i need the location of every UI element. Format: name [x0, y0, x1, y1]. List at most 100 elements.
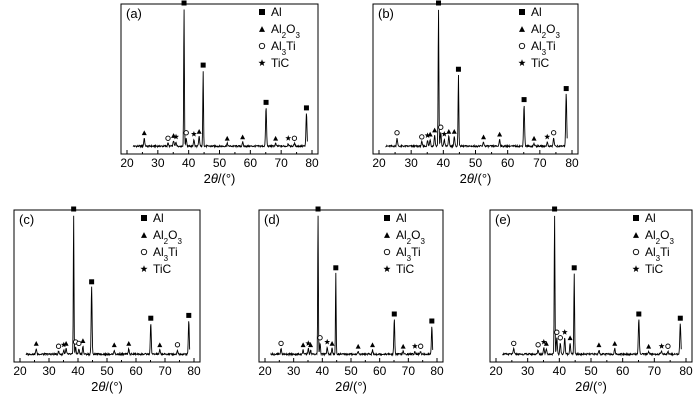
legend-label: Al	[271, 5, 282, 19]
peak-marker-circle	[278, 340, 284, 347]
panel-label: (e)	[495, 212, 511, 227]
peak-marker-triangle	[80, 338, 86, 343]
peak-marker-star	[540, 338, 547, 345]
peak-marker-square	[636, 311, 642, 317]
peak-marker-circle	[557, 335, 563, 341]
legend-symbol-square	[259, 9, 265, 15]
x-tick-label: 40	[182, 156, 196, 170]
peak-marker-triangle	[240, 134, 246, 140]
x-tick-label: 30	[151, 156, 165, 170]
panel-label: (d)	[264, 212, 280, 227]
panel-label: (b)	[378, 6, 394, 21]
peak-marker-square	[391, 311, 397, 317]
x-tick-label: 50	[344, 364, 358, 378]
x-axis-label: 2θ/(°)	[204, 171, 236, 186]
peak-marker-circle	[535, 342, 541, 348]
peak-marker-square	[315, 206, 321, 212]
x-tick-label: 40	[437, 156, 451, 170]
peak-marker-star	[173, 133, 179, 140]
x-tick-label: 50	[469, 156, 483, 170]
panel-label: (c)	[19, 212, 34, 227]
peak-marker-triangle	[308, 342, 314, 348]
x-axis-label: 2θ/(°)	[335, 379, 367, 394]
legend-label: Al2O3	[271, 22, 300, 40]
peak-marker-circle	[317, 335, 323, 341]
legend-label: Al3Ti	[271, 39, 296, 57]
x-tick-label: 20	[489, 364, 503, 378]
x-axis-label: 2θ/(°)	[575, 379, 607, 394]
x-tick-label: 50	[584, 364, 598, 378]
legend-label: Al3Ti	[531, 39, 556, 57]
peak-marker-triangle	[273, 135, 279, 141]
x-tick-label: 80	[430, 364, 444, 378]
peak-marker-square	[677, 315, 683, 321]
peak-marker-star	[411, 343, 418, 349]
x-tick-label: 30	[404, 156, 418, 170]
peak-marker-square	[436, 0, 442, 6]
peak-marker-triangle	[370, 342, 375, 348]
peak-marker-triangle	[451, 128, 457, 134]
peak-marker-square	[263, 99, 269, 105]
peak-marker-circle	[174, 342, 181, 348]
legend-symbol-triangle	[259, 26, 265, 32]
peak-marker-triangle	[300, 342, 306, 348]
peak-marker-triangle	[329, 341, 335, 346]
peak-marker-triangle	[111, 342, 117, 348]
peak-marker-triangle	[497, 131, 503, 137]
legend-symbol-circle	[632, 248, 640, 256]
legend-symbol-circle	[140, 248, 148, 256]
peak-marker-circle	[551, 130, 557, 136]
legend-symbol-triangle	[633, 232, 639, 238]
xrd-pattern-line	[502, 215, 682, 357]
x-tick-label: 80	[565, 156, 579, 170]
peak-marker-square	[148, 315, 154, 321]
xrd-pattern-line	[385, 9, 568, 149]
peak-marker-triangle	[427, 131, 433, 137]
peak-marker-square	[552, 206, 558, 212]
peak-marker-star	[544, 133, 551, 140]
peak-marker-star	[658, 343, 665, 349]
legend-label: Al2O3	[153, 228, 182, 246]
legend-symbol-triangle	[519, 26, 525, 32]
peak-marker-triangle	[355, 343, 361, 349]
peak-marker-star	[285, 135, 292, 141]
legend-symbol-star	[518, 59, 526, 67]
peak-marker-circle	[76, 340, 82, 347]
x-tick-label: 20	[258, 364, 272, 378]
peak-marker-circle	[291, 135, 298, 141]
x-tick-label: 20	[372, 156, 386, 170]
peak-marker-star	[324, 338, 331, 345]
legend-symbol-square	[384, 215, 390, 221]
x-tick-label: 20	[120, 156, 134, 170]
peak-marker-square	[303, 105, 309, 111]
peak-marker-circle	[394, 130, 400, 136]
x-tick-label: 30	[287, 364, 301, 378]
x-tick-label: 70	[402, 364, 416, 378]
legend-label: Al	[645, 211, 656, 225]
peak-marker-square	[186, 312, 192, 318]
peak-marker-triangle	[446, 128, 452, 134]
peak-marker-triangle	[196, 128, 202, 134]
xrd-pattern-line	[132, 9, 308, 149]
legend-symbol-star	[632, 265, 640, 273]
peak-marker-circle	[55, 343, 62, 349]
peak-marker-triangle	[567, 335, 573, 341]
legend-label: Al	[396, 211, 407, 225]
legend-symbol-triangle	[384, 232, 390, 238]
peak-marker-triangle	[63, 341, 69, 346]
x-tick-label: 20	[13, 364, 27, 378]
legend-label: Al2O3	[531, 22, 560, 40]
peak-marker-circle	[554, 329, 560, 335]
x-tick-label: 50	[100, 364, 114, 378]
x-tick-label: 60	[373, 364, 387, 378]
peak-marker-triangle	[141, 130, 147, 136]
peak-marker-square	[521, 97, 527, 103]
peak-marker-square	[455, 66, 461, 72]
x-tick-label: 70	[648, 364, 662, 378]
peak-marker-circle	[511, 340, 517, 347]
peak-marker-triangle	[157, 342, 163, 348]
